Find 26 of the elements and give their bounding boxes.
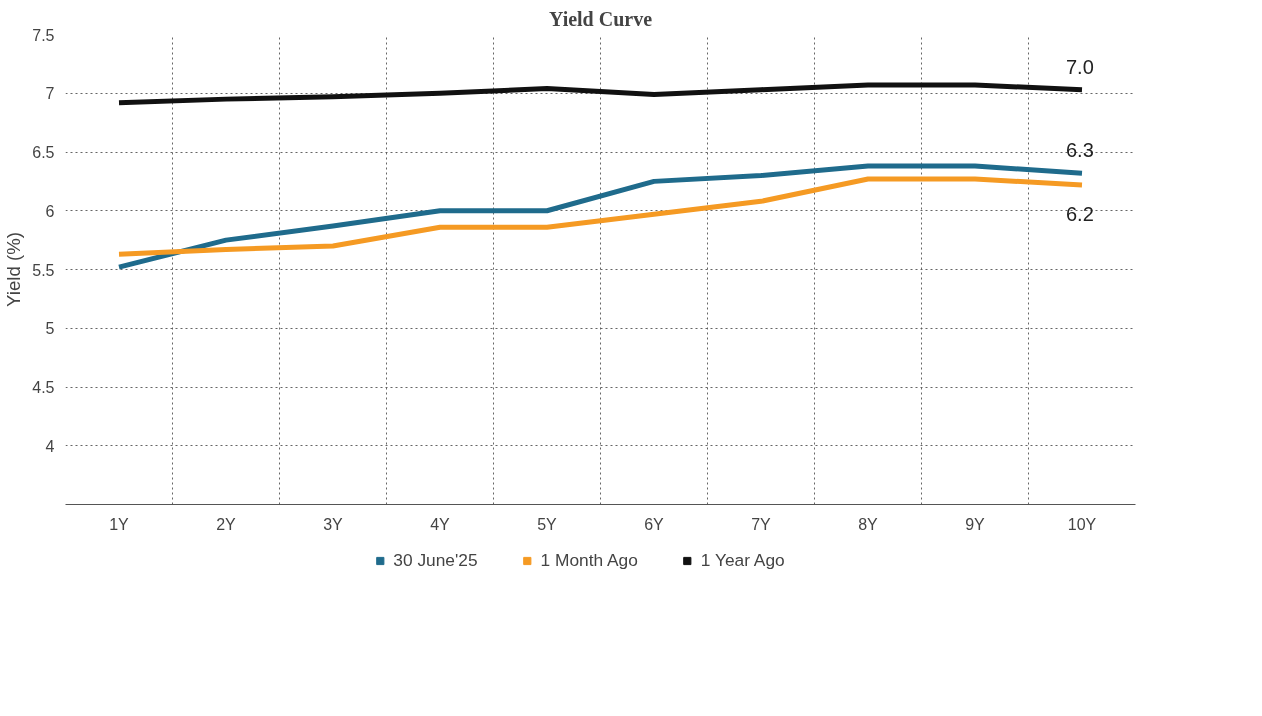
y-tick-label: 6 <box>45 202 55 220</box>
legend-label: 1 Year Ago <box>700 549 785 571</box>
x-tick-label: 2Y <box>216 515 237 533</box>
x-tick-label: 3Y <box>323 515 344 533</box>
y-tick-label: 5 <box>45 320 55 338</box>
data-label: 6.3 <box>1066 139 1094 162</box>
y-axis-title: Yield (%) <box>3 231 25 307</box>
legend-label: 1 Month Ago <box>540 549 638 571</box>
chart-title: Yield Curve <box>548 7 653 30</box>
y-tick-label: 7 <box>45 85 55 103</box>
x-tick-label: 8Y <box>858 515 879 533</box>
data-label: 6.2 <box>1066 202 1094 225</box>
data-label: 7.0 <box>1066 55 1094 78</box>
y-tick-label: 7.5 <box>32 26 55 44</box>
x-tick-label: 9Y <box>965 515 986 533</box>
y-tick-label: 5.5 <box>32 261 55 279</box>
y-tick-label: 4.5 <box>32 379 55 396</box>
y-tick-label: 6.5 <box>32 144 55 161</box>
x-tick-label: 4Y <box>430 515 451 533</box>
x-tick-label: 7Y <box>751 515 772 533</box>
y-tick-label: 4 <box>45 437 55 455</box>
x-tick-label: 1Y <box>109 515 130 533</box>
x-tick-label: 6Y <box>644 515 665 533</box>
legend-label: 30 June'25 <box>393 549 478 571</box>
x-tick-label: 10Y <box>1067 515 1097 533</box>
x-tick-label: 5Y <box>537 515 558 533</box>
